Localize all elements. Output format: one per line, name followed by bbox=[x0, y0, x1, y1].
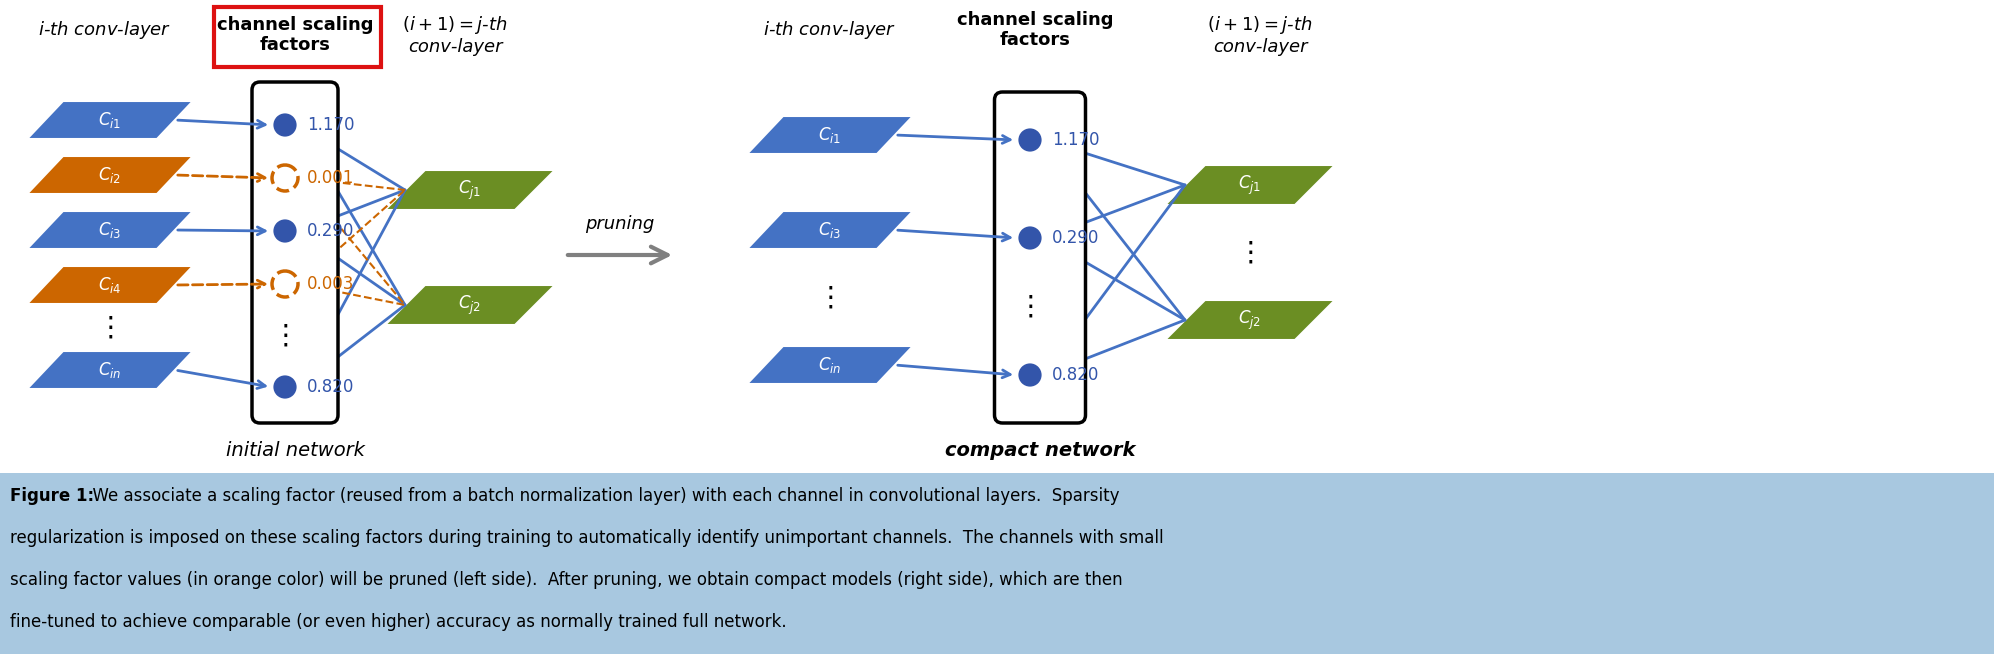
Text: $C_{in}$: $C_{in}$ bbox=[818, 355, 841, 375]
Text: $(i+1)=j$-th
conv-layer: $(i+1)=j$-th conv-layer bbox=[403, 14, 508, 56]
Text: regularization is imposed on these scaling factors during training to automatica: regularization is imposed on these scali… bbox=[10, 529, 1164, 547]
Text: 0.820: 0.820 bbox=[307, 378, 355, 396]
Text: ⋮: ⋮ bbox=[1017, 293, 1045, 321]
Polygon shape bbox=[748, 346, 913, 384]
FancyBboxPatch shape bbox=[0, 473, 1994, 654]
Polygon shape bbox=[385, 170, 554, 210]
Circle shape bbox=[1017, 225, 1043, 251]
Text: ⋮: ⋮ bbox=[271, 322, 299, 350]
Polygon shape bbox=[28, 211, 193, 249]
Polygon shape bbox=[1164, 300, 1336, 340]
Text: $C_{j1}$: $C_{j1}$ bbox=[459, 179, 483, 201]
Text: initial network: initial network bbox=[225, 441, 365, 460]
Text: pruning: pruning bbox=[586, 215, 654, 233]
Text: $(i+1)=j$-th
conv-layer: $(i+1)=j$-th conv-layer bbox=[1206, 14, 1312, 56]
Text: $C_{j1}$: $C_{j1}$ bbox=[1238, 173, 1262, 197]
Polygon shape bbox=[28, 156, 193, 194]
Text: 0.001: 0.001 bbox=[307, 169, 355, 187]
Polygon shape bbox=[28, 351, 193, 389]
Circle shape bbox=[271, 112, 297, 138]
Text: $i$-th conv-layer: $i$-th conv-layer bbox=[38, 19, 171, 41]
Text: fine-tuned to achieve comparable (or even higher) accuracy as normally trained f: fine-tuned to achieve comparable (or eve… bbox=[10, 613, 786, 631]
Text: scaling factor values (in orange color) will be pruned (left side).  After pruni: scaling factor values (in orange color) … bbox=[10, 571, 1123, 589]
FancyBboxPatch shape bbox=[251, 82, 339, 423]
Polygon shape bbox=[385, 285, 554, 325]
Polygon shape bbox=[28, 266, 193, 304]
Text: ⋮: ⋮ bbox=[96, 314, 124, 342]
Text: $C_{i3}$: $C_{i3}$ bbox=[818, 220, 841, 240]
Text: ⋮: ⋮ bbox=[1236, 239, 1264, 267]
Polygon shape bbox=[28, 101, 193, 139]
Polygon shape bbox=[748, 211, 913, 249]
Text: $C_{i4}$: $C_{i4}$ bbox=[98, 275, 122, 295]
Circle shape bbox=[271, 374, 297, 400]
Text: channel scaling
factors: channel scaling factors bbox=[217, 16, 373, 54]
Text: 1.170: 1.170 bbox=[1053, 131, 1099, 149]
Circle shape bbox=[1017, 362, 1043, 388]
Text: $C_{j2}$: $C_{j2}$ bbox=[459, 294, 481, 317]
FancyBboxPatch shape bbox=[995, 92, 1085, 423]
Text: 0.820: 0.820 bbox=[1053, 366, 1099, 384]
Text: 0.290: 0.290 bbox=[1053, 229, 1099, 247]
Text: $C_{in}$: $C_{in}$ bbox=[98, 360, 122, 380]
Polygon shape bbox=[1164, 165, 1336, 205]
Text: $C_{i1}$: $C_{i1}$ bbox=[818, 125, 841, 145]
Text: ⋮: ⋮ bbox=[816, 284, 843, 312]
Text: channel scaling
factors: channel scaling factors bbox=[957, 10, 1113, 50]
Text: 1.170: 1.170 bbox=[307, 116, 355, 134]
Text: $i$-th conv-layer: $i$-th conv-layer bbox=[764, 19, 897, 41]
Text: $C_{j2}$: $C_{j2}$ bbox=[1238, 309, 1262, 332]
Text: 0.290: 0.290 bbox=[307, 222, 355, 240]
Polygon shape bbox=[748, 116, 913, 154]
Text: We associate a scaling factor (reused from a batch normalization layer) with eac: We associate a scaling factor (reused fr… bbox=[82, 487, 1119, 505]
Circle shape bbox=[271, 218, 297, 244]
Text: compact network: compact network bbox=[945, 441, 1135, 460]
Circle shape bbox=[1017, 127, 1043, 153]
Text: $C_{i2}$: $C_{i2}$ bbox=[98, 165, 122, 185]
Text: $C_{i1}$: $C_{i1}$ bbox=[98, 110, 122, 130]
Text: Figure 1:: Figure 1: bbox=[10, 487, 94, 505]
Text: 0.003: 0.003 bbox=[307, 275, 355, 293]
Text: $C_{i3}$: $C_{i3}$ bbox=[98, 220, 122, 240]
FancyArrowPatch shape bbox=[568, 247, 668, 264]
